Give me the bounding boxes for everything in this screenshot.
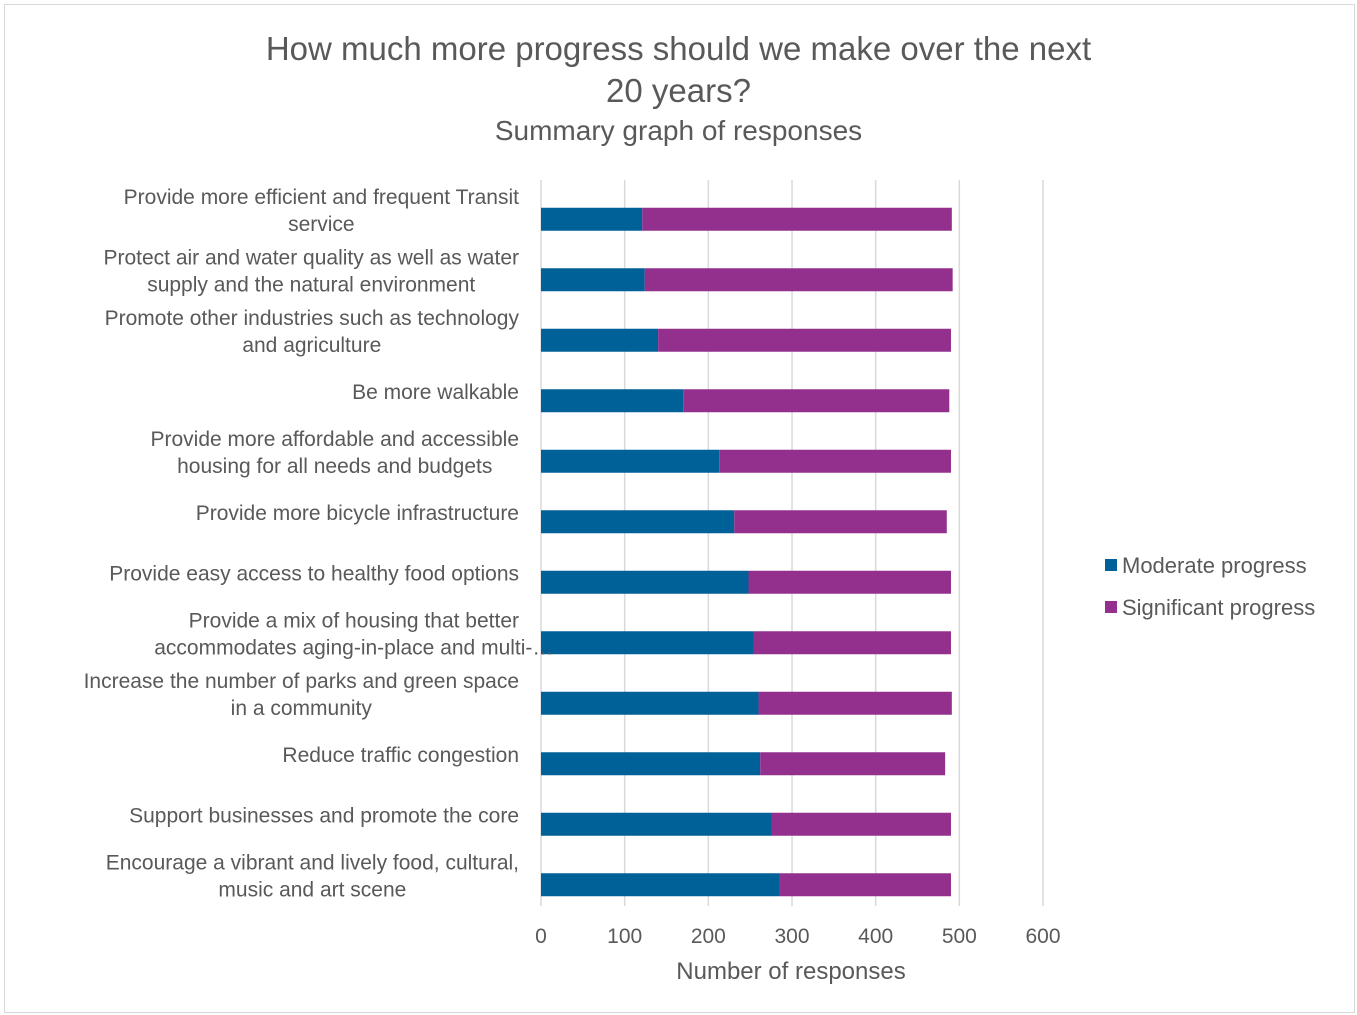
bar-moderate-progress-6 bbox=[541, 570, 749, 594]
category-label: Provide more affordable and accessible bbox=[151, 428, 520, 451]
category-label: and agriculture bbox=[242, 334, 381, 357]
bar-significant-progress-3 bbox=[683, 389, 950, 413]
bar-moderate-progress-11 bbox=[541, 873, 780, 897]
bar-moderate-progress-7 bbox=[541, 631, 754, 655]
bar-moderate-progress-3 bbox=[541, 389, 684, 413]
bar-moderate-progress-8 bbox=[541, 691, 759, 715]
x-tick-label: 200 bbox=[691, 925, 726, 948]
category-label: Provide more efficient and frequent Tran… bbox=[124, 186, 519, 209]
category-label: Promote other industries such as technol… bbox=[105, 307, 520, 330]
bars bbox=[541, 207, 953, 897]
bar-moderate-progress-2 bbox=[541, 328, 659, 352]
bar-significant-progress-11 bbox=[779, 873, 951, 897]
category-label: Be more walkable bbox=[352, 381, 519, 404]
category-label: Increase the number of parks and green s… bbox=[84, 670, 519, 693]
bar-significant-progress-7 bbox=[753, 631, 951, 655]
chart-frame bbox=[4, 4, 1355, 1013]
x-tick-label: 600 bbox=[1025, 925, 1060, 948]
category-label: Provide more bicycle infrastructure bbox=[196, 502, 519, 525]
x-tick-label: 500 bbox=[942, 925, 977, 948]
bar-significant-progress-8 bbox=[758, 691, 952, 715]
legend-swatch-1 bbox=[1105, 601, 1117, 613]
bar-moderate-progress-9 bbox=[541, 752, 761, 776]
bar-significant-progress-1 bbox=[644, 268, 953, 292]
bar-moderate-progress-10 bbox=[541, 812, 772, 836]
category-labels: Provide more efficient and frequent Tran… bbox=[84, 186, 554, 902]
x-tick-labels: 0 100 200 300 400 500 600 bbox=[535, 925, 1060, 948]
x-axis-title: Number of responses bbox=[676, 958, 905, 985]
category-label: Encourage a vibrant and lively food, cul… bbox=[106, 851, 519, 874]
category-label: Support businesses and promote the core bbox=[129, 804, 519, 827]
bar-significant-progress-0 bbox=[642, 207, 952, 231]
bar-significant-progress-2 bbox=[658, 328, 951, 352]
bar-moderate-progress-1 bbox=[541, 268, 645, 292]
legend-swatch-0 bbox=[1105, 559, 1117, 571]
x-tick-label: 400 bbox=[858, 925, 893, 948]
bar-moderate-progress-5 bbox=[541, 510, 735, 534]
bar-significant-progress-6 bbox=[748, 570, 951, 594]
legend-label: Moderate progress bbox=[1122, 553, 1307, 578]
bar-significant-progress-9 bbox=[760, 752, 946, 776]
gridlines bbox=[540, 180, 1044, 906]
category-label: Protect air and water quality as well as… bbox=[103, 246, 519, 269]
category-label: housing for all needs and budgets bbox=[177, 455, 492, 478]
category-label: accommodates aging-in-place and multi-… bbox=[154, 636, 553, 659]
bar-significant-progress-4 bbox=[719, 449, 951, 473]
category-label: Provide a mix of housing that better bbox=[189, 609, 519, 632]
category-label: Provide easy access to healthy food opti… bbox=[109, 562, 519, 585]
x-tick-label: 100 bbox=[607, 925, 642, 948]
chart-title-line-1: How much more progress should we make ov… bbox=[265, 30, 1092, 67]
category-label: service bbox=[288, 213, 355, 236]
bar-moderate-progress-0 bbox=[541, 207, 643, 231]
chart-title-line-2: 20 years? bbox=[606, 72, 751, 109]
category-label: in a community bbox=[231, 697, 373, 720]
legend-label: Significant progress bbox=[1122, 595, 1315, 620]
x-tick-label: 0 bbox=[535, 925, 547, 948]
category-label: supply and the natural environment bbox=[147, 273, 475, 296]
bar-significant-progress-5 bbox=[734, 510, 947, 534]
chart-subtitle: Summary graph of responses bbox=[494, 115, 863, 146]
category-label: Reduce traffic congestion bbox=[282, 744, 519, 767]
x-tick-label: 300 bbox=[774, 925, 809, 948]
bar-significant-progress-10 bbox=[771, 812, 951, 836]
category-label: music and art scene bbox=[218, 878, 406, 901]
legend: Moderate progress Significant progress bbox=[1105, 553, 1315, 620]
bar-moderate-progress-4 bbox=[541, 449, 720, 473]
